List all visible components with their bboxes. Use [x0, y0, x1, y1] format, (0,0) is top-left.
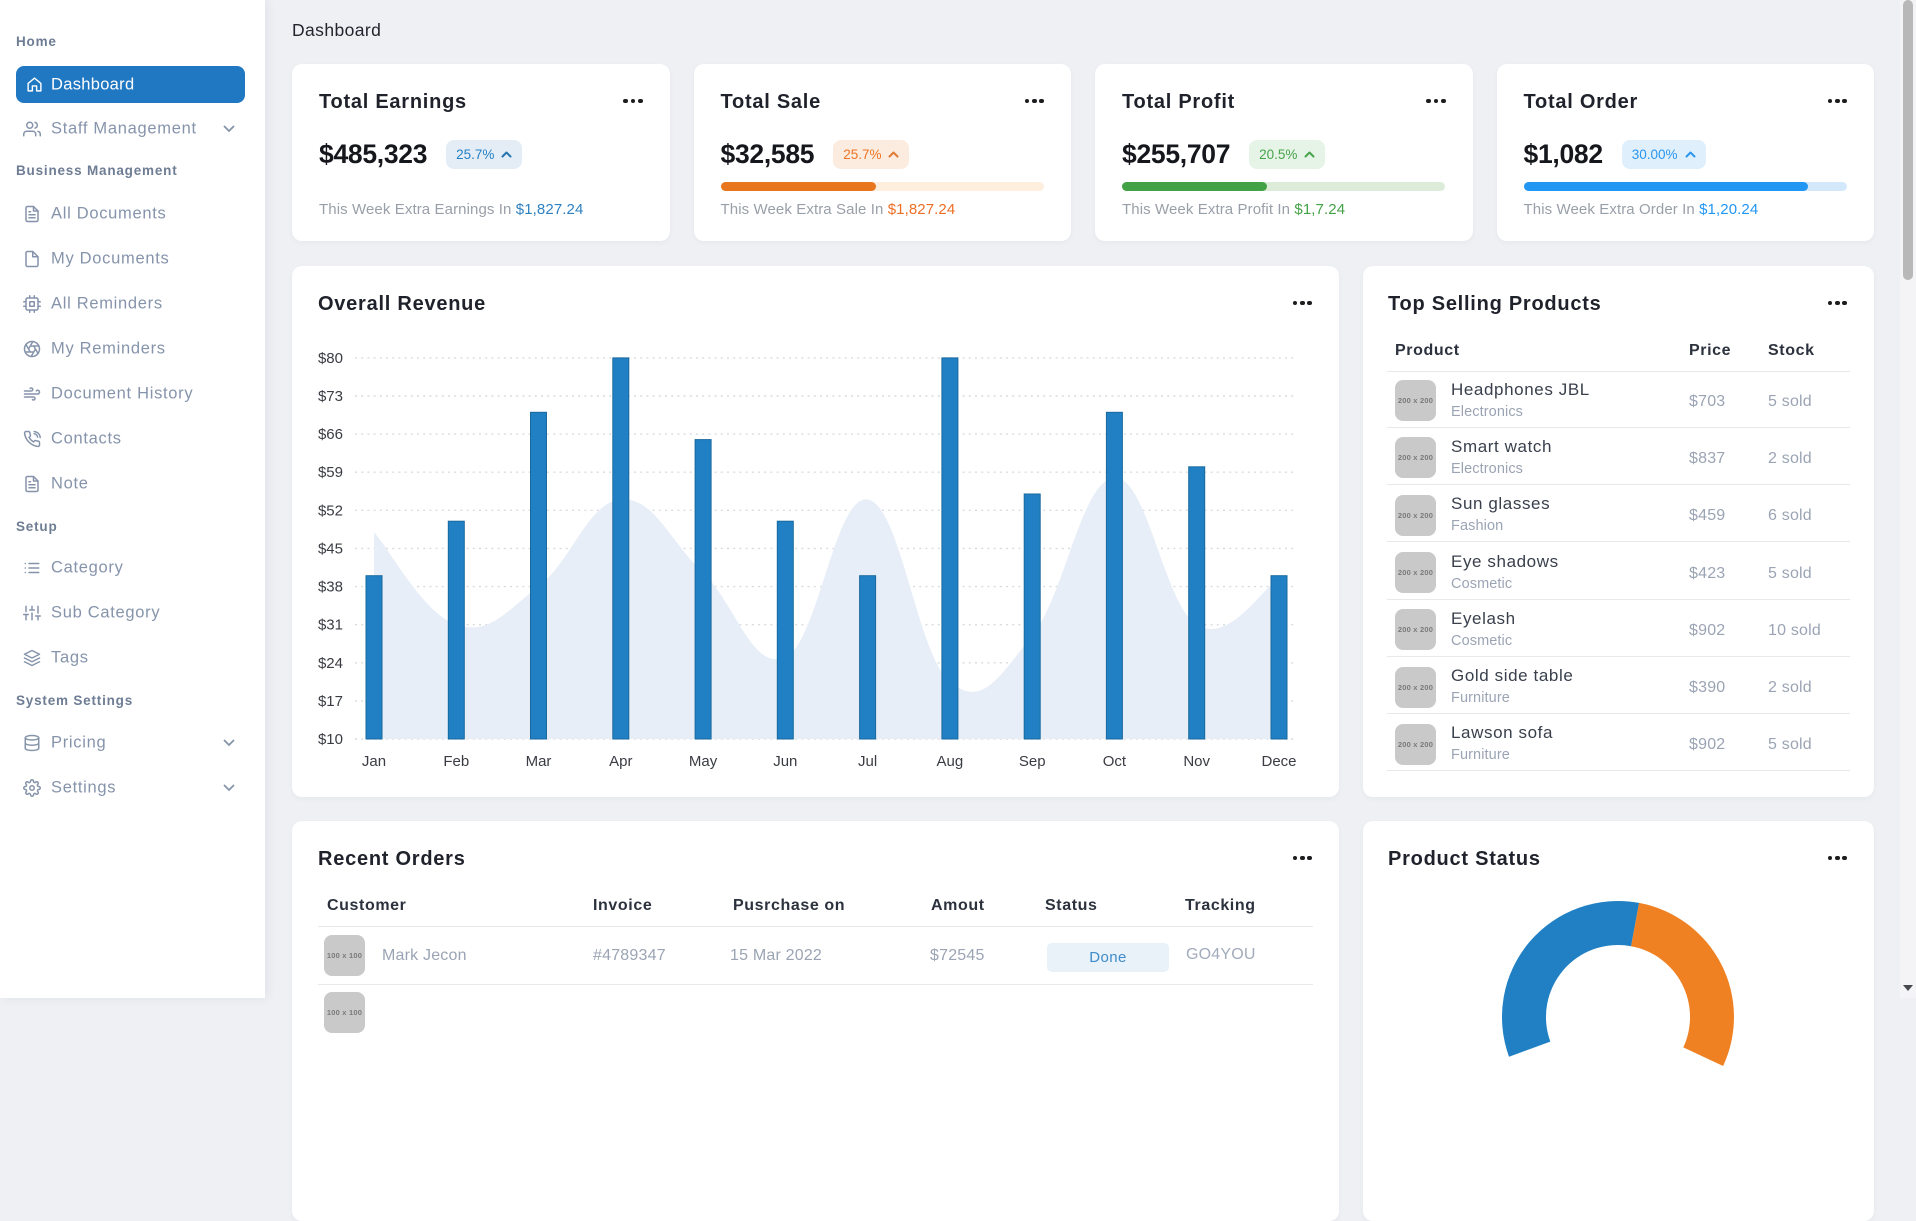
svg-text:Jan: Jan	[362, 753, 386, 770]
svg-text:Mar: Mar	[526, 753, 552, 770]
svg-text:$10: $10	[318, 731, 343, 748]
svg-text:Dece: Dece	[1261, 753, 1296, 770]
svg-text:$31: $31	[318, 617, 343, 634]
svg-text:Oct: Oct	[1103, 753, 1127, 770]
svg-text:Jul: Jul	[858, 753, 877, 770]
svg-text:$73: $73	[318, 388, 343, 405]
svg-text:$38: $38	[318, 579, 343, 596]
svg-text:Sep: Sep	[1019, 753, 1046, 770]
svg-text:$59: $59	[318, 464, 343, 481]
svg-text:$24: $24	[318, 655, 343, 672]
svg-text:May: May	[689, 753, 718, 770]
svg-text:Nov: Nov	[1183, 753, 1210, 770]
svg-text:Apr: Apr	[609, 753, 632, 770]
svg-text:$66: $66	[318, 426, 343, 443]
svg-text:$45: $45	[318, 540, 343, 557]
svg-text:Feb: Feb	[443, 753, 469, 770]
svg-text:Aug: Aug	[937, 753, 964, 770]
svg-text:Jun: Jun	[773, 753, 797, 770]
svg-text:$17: $17	[318, 693, 343, 710]
svg-text:$80: $80	[318, 350, 343, 367]
svg-text:$52: $52	[318, 502, 343, 519]
